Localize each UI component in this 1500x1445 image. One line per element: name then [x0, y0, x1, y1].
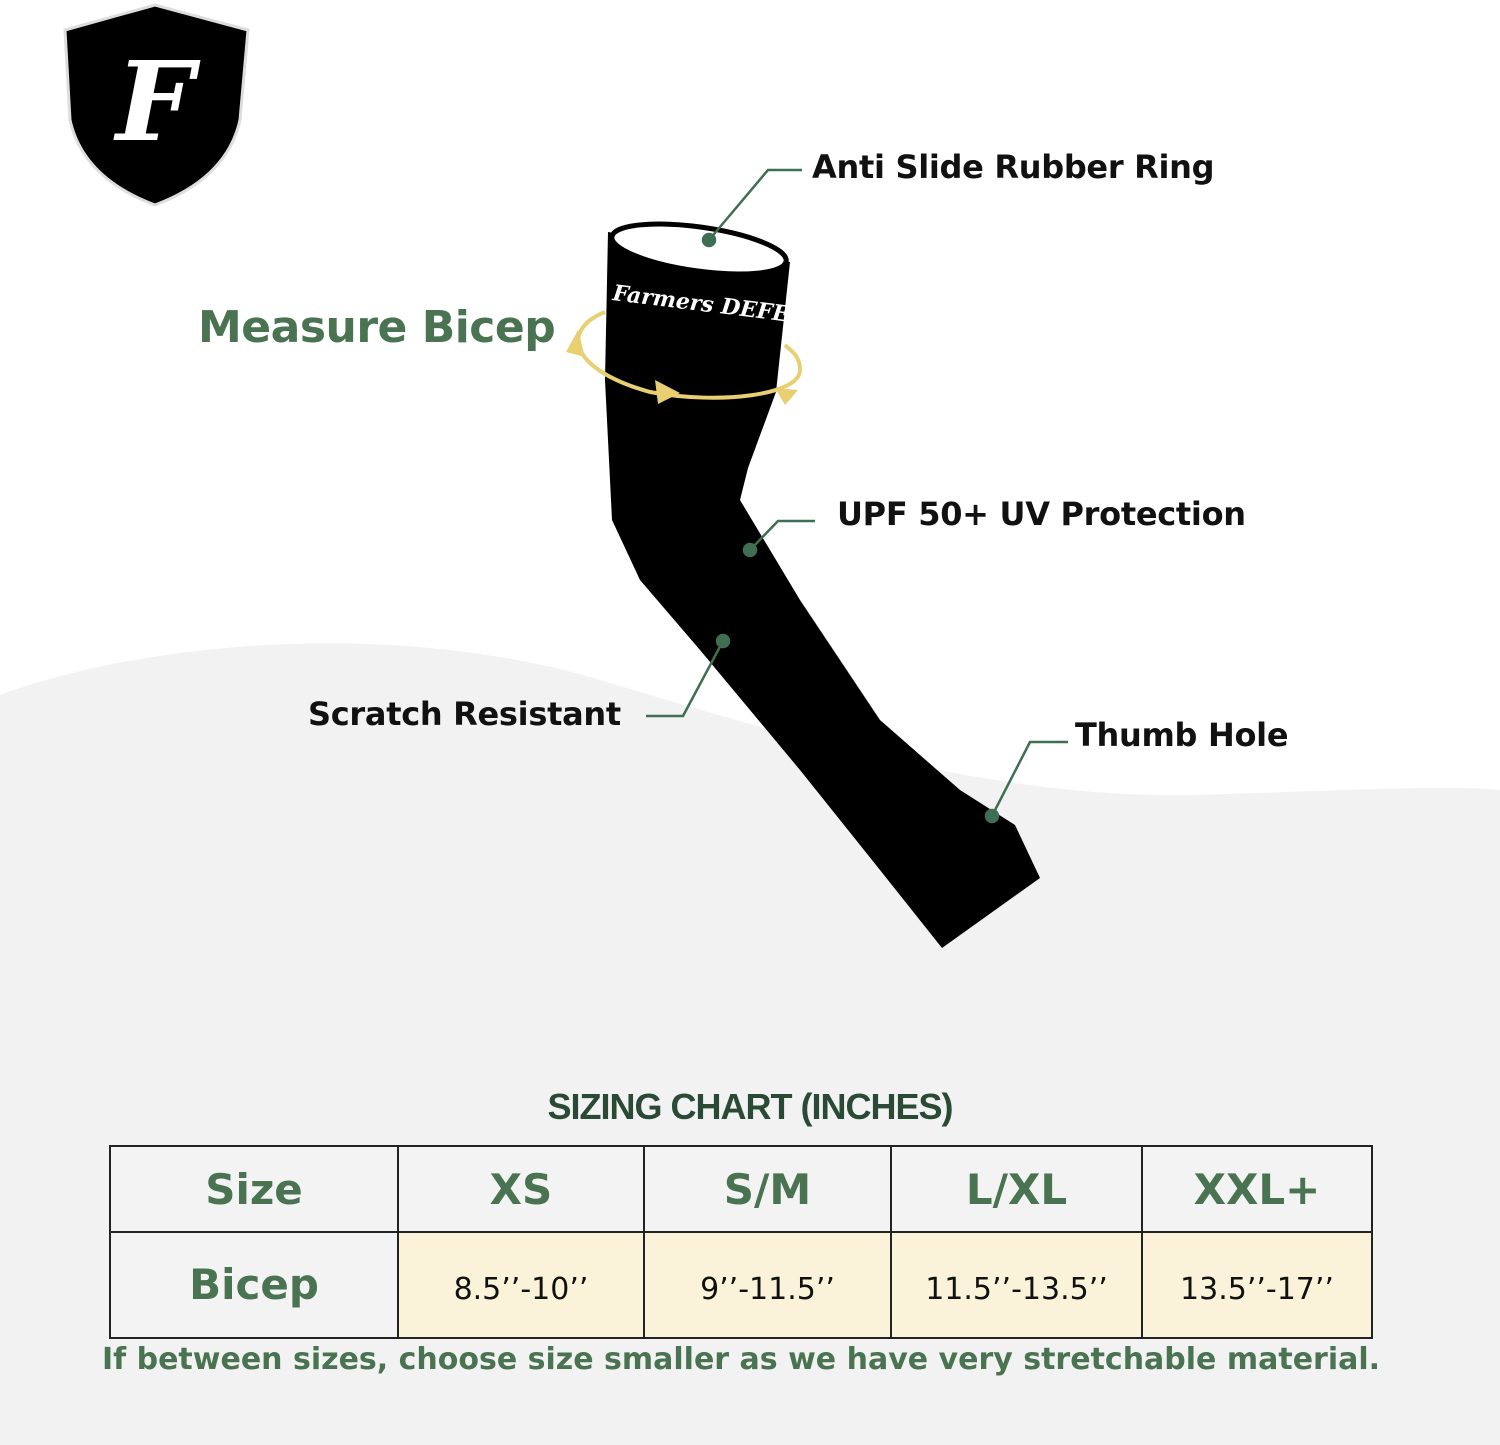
header-cell: XS	[397, 1145, 645, 1233]
anti-slide-ring-label: Anti Slide Rubber Ring	[812, 148, 1215, 186]
sizing-table: Size XS S/M L/XL XXL+ Bicep 8.5’’-10’’ 9…	[109, 1145, 1373, 1339]
header-cell: XXL+	[1141, 1145, 1373, 1233]
header-cell: Size	[109, 1145, 399, 1233]
svg-text:F: F	[113, 37, 201, 166]
table-header-row: Size XS S/M L/XL XXL+	[109, 1145, 1373, 1233]
table-row: Bicep 8.5’’-10’’ 9’’-11.5’’ 11.5’’-13.5’…	[109, 1231, 1373, 1339]
value-cell: 9’’-11.5’’	[643, 1231, 892, 1339]
scratch-resistant-label: Scratch Resistant	[308, 695, 621, 733]
measure-bicep-label: Measure Bicep	[198, 302, 556, 353]
header-cell: S/M	[643, 1145, 892, 1233]
value-cell: 13.5’’-17’’	[1141, 1231, 1373, 1339]
upf-label: UPF 50+ UV Protection	[837, 495, 1246, 533]
header-cell: L/XL	[890, 1145, 1143, 1233]
sizing-note: If between sizes, choose size smaller as…	[101, 1342, 1381, 1377]
value-cell: 11.5’’-13.5’’	[890, 1231, 1143, 1339]
row-label: Bicep	[109, 1231, 399, 1339]
logo-shield: F	[63, 3, 250, 207]
thumb-hole-label: Thumb Hole	[1075, 716, 1289, 754]
callout-lines	[646, 168, 1068, 824]
sizing-chart-title: SIZING CHART (INCHES)	[547, 1086, 954, 1127]
value-cell: 8.5’’-10’’	[397, 1231, 645, 1339]
measure-arrow	[566, 310, 803, 405]
